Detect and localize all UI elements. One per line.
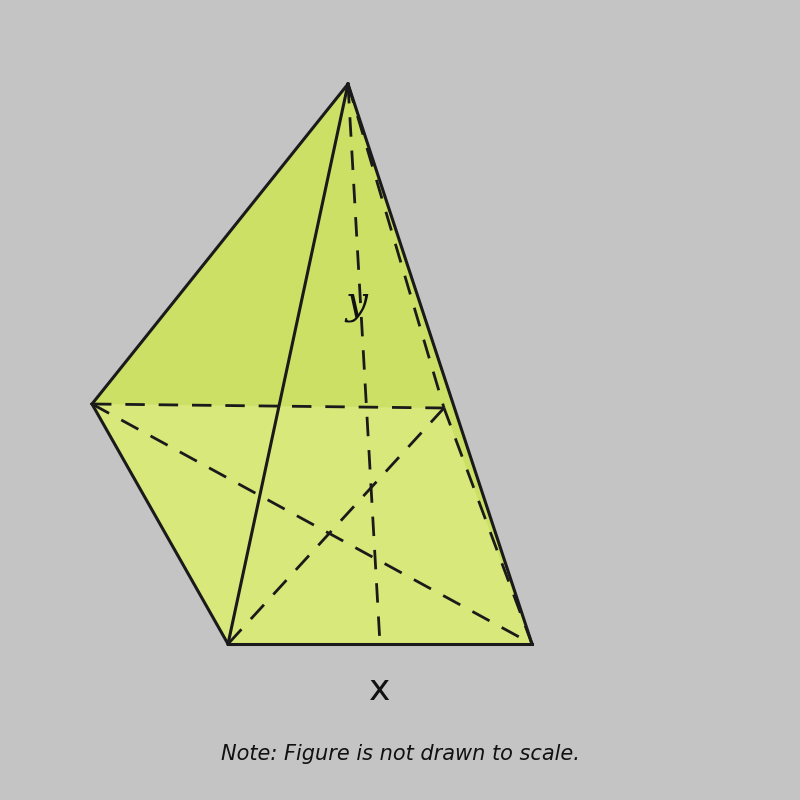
Polygon shape — [92, 404, 532, 644]
Polygon shape — [228, 84, 532, 644]
Text: y: y — [345, 286, 367, 322]
Polygon shape — [348, 84, 532, 644]
Polygon shape — [92, 84, 444, 408]
Polygon shape — [92, 84, 348, 644]
Text: x: x — [370, 673, 390, 706]
Text: Note: Figure is not drawn to scale.: Note: Figure is not drawn to scale. — [221, 744, 579, 763]
